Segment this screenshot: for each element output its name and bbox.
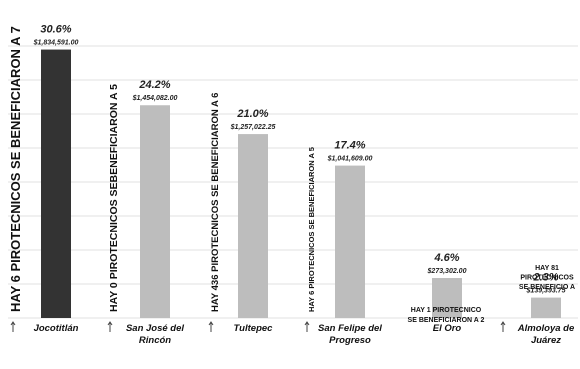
value-label: $1,041,609.00 <box>327 156 373 163</box>
annotation-line: HAY 1 PIROTECNICO <box>411 307 482 314</box>
annotation-horizontal: HAY 1 PIROTECNICO SE BENEFICIARON A 2 <box>408 307 485 324</box>
bar <box>335 165 365 318</box>
category-label-line: Rincón <box>139 335 171 346</box>
annotation-line: HAY 81 <box>535 265 559 272</box>
category-label-line: El Oro <box>433 323 462 334</box>
annotation-vertical: HAY 0 PIROTECNICOS SEBENEFICIARON A 5 <box>108 84 120 312</box>
category-label-line: Tultepec <box>234 323 274 334</box>
annotation-vertical: HAY 6 PIROTECNICOS SE BENEFICIARON A 5 <box>307 147 316 312</box>
value-label: $1,834,591.00 <box>33 40 79 47</box>
bars <box>41 49 561 318</box>
annotation-line: SE BENEFICIARON A 2 <box>408 317 485 324</box>
value-label: $273,302.00 <box>427 268 467 275</box>
category-label: Jocotitlán <box>34 323 79 334</box>
category-label-line: Almoloya de <box>517 323 575 334</box>
bar <box>41 49 71 318</box>
arrow-icon <box>10 321 16 332</box>
category-label-line: San Felipe del <box>318 323 382 334</box>
category-label: El Oro <box>433 323 462 334</box>
bar <box>432 278 462 318</box>
data-labels: 30.6% $1,834,591.00 24.2% $1,454,082.00 21.0… <box>33 24 566 295</box>
bar <box>238 134 268 318</box>
arrow-icon <box>500 321 506 332</box>
category-axis: Jocotitlán San José del Rincón Tultepec San … <box>34 323 575 346</box>
value-label: $139,393.75 <box>526 288 566 295</box>
annotation-horizontal: HAY 81 PIROTECNICOS SE BENEFICIO A <box>519 265 575 291</box>
annotation-line: PIROTECNICOS <box>520 275 574 282</box>
value-label: $1,454,082.00 <box>132 95 178 102</box>
category-label-line: Juárez <box>531 335 561 346</box>
percent-label: 2.3% <box>532 272 558 284</box>
percent-label: 4.6% <box>433 252 459 264</box>
gridlines <box>8 45 578 319</box>
arrow-icon <box>107 321 113 332</box>
annotation-vertical: HAY 6 PIROTECNICOS SE BENEFICIARON A 7 <box>8 26 23 312</box>
category-label-line: Jocotitlán <box>34 323 79 334</box>
value-label: $1,257,022.25 <box>230 124 276 131</box>
percent-label: 21.0% <box>236 108 268 120</box>
annotation-vertical: HAY 436 PIROTECNICOS SE BENEFICIARON A 6 <box>210 93 221 312</box>
category-label: Almoloya de Juárez <box>517 323 575 346</box>
category-label-line: Progreso <box>329 335 371 346</box>
bar <box>140 105 170 318</box>
category-label: San José del Rincón <box>126 323 184 346</box>
percent-label: 30.6% <box>40 24 71 36</box>
category-label: Tultepec <box>234 323 274 334</box>
bar <box>531 297 561 318</box>
annotation-line: SE BENEFICIO A <box>519 284 575 291</box>
percent-label: 17.4% <box>334 140 365 152</box>
annotations: HAY 6 PIROTECNICOS SE BENEFICIARON A 7 HA… <box>8 26 575 332</box>
arrow-icon <box>208 321 214 332</box>
category-label: San Felipe del Progreso <box>318 323 382 346</box>
category-label-line: San José del <box>126 323 184 334</box>
percent-label: 24.2% <box>138 79 170 91</box>
arrow-icon <box>304 321 310 332</box>
